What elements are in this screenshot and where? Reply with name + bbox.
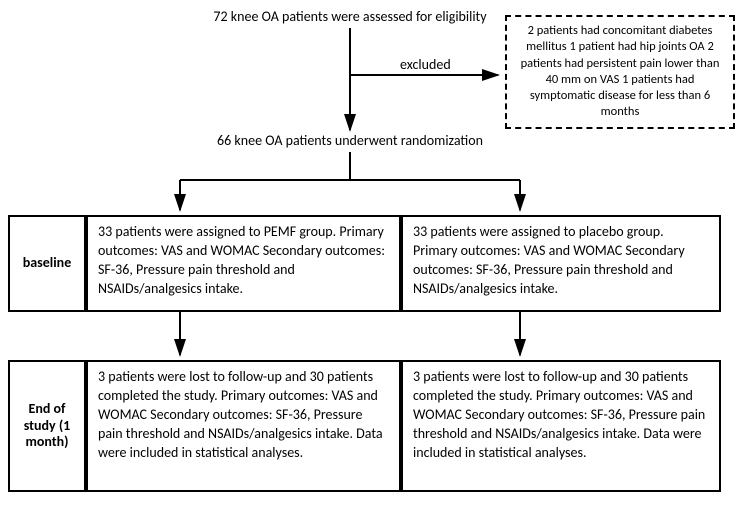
excluded-label: excluded [400, 56, 451, 75]
baseline-left-box: 33 patients were assigned to PEMF group.… [86, 215, 401, 312]
end-label: End of study (1 month) [8, 360, 86, 492]
baseline-label: baseline [8, 215, 86, 312]
excluded-box: 2 patients had concomitant diabetes mell… [505, 15, 735, 129]
baseline-right-box: 33 patients were assigned to placebo gro… [401, 215, 721, 312]
end-right-box: 3 patients were lost to follow-up and 30… [401, 360, 721, 492]
randomized-text: 66 knee OA patients underwent randomizat… [0, 132, 700, 151]
end-left-box: 3 patients were lost to follow-up and 30… [86, 360, 401, 492]
